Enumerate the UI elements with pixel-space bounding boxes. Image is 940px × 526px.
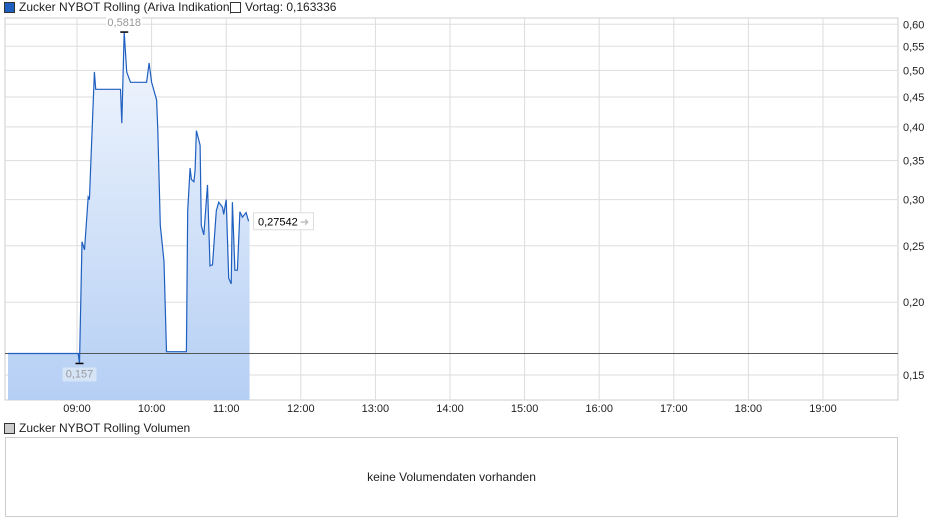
min-label-bg	[62, 367, 97, 382]
volume-swatch-icon	[4, 422, 15, 434]
y-tick-label: 0,60	[903, 19, 924, 31]
volume-empty-text: keine Volumendaten vorhanden	[367, 470, 536, 484]
price-line	[8, 32, 250, 364]
legend-series-label: Zucker NYBOT Rolling (Ariva Indikation)	[19, 0, 234, 14]
price-chart: 0,15 0,20 0,25 0,30 0,35 0,40 0,45 0,50 0,55 0,60…	[4, 16, 924, 415]
y-tick-label: 0,15	[903, 370, 924, 382]
x-tick-label: 19:00	[809, 403, 837, 415]
plot-border	[4, 17, 899, 401]
legend-previous: Vortag: 0,163336	[230, 0, 336, 14]
y-tick-label: 0,20	[903, 297, 924, 309]
series-swatch-icon	[4, 1, 15, 13]
x-tick-label: 12:00	[287, 403, 315, 415]
y-tick-label: 0,55	[903, 41, 924, 53]
x-tick-label: 16:00	[585, 403, 613, 415]
y-tick-label: 0,40	[903, 122, 924, 134]
price-area	[8, 32, 250, 400]
y-tick-label: 0,50	[903, 65, 924, 77]
y-tick-label: 0,35	[903, 156, 924, 168]
x-tick-label: 13:00	[362, 403, 390, 415]
y-tick-label: 0,45	[903, 92, 924, 104]
legend-series: Zucker NYBOT Rolling (Ariva Indikation)	[4, 0, 234, 14]
legend-volume-label: Zucker NYBOT Rolling Volumen	[19, 421, 191, 435]
previous-swatch-icon	[230, 1, 241, 13]
last-value-label: 0,27542	[258, 216, 298, 228]
legend-previous-label: Vortag: 0,163336	[245, 0, 337, 14]
last-value-box	[253, 212, 314, 231]
x-tick-label: 17:00	[660, 403, 688, 415]
volume-chart: keine Volumendaten vorhanden	[5, 437, 898, 517]
x-tick-label: 14:00	[436, 403, 464, 415]
arrow-right-icon: ➜	[300, 216, 309, 228]
y-tick-label: 0,25	[903, 241, 924, 253]
max-label: 0,5818	[107, 17, 141, 29]
x-tick-label: 10:00	[138, 403, 166, 415]
legend-volume: Zucker NYBOT Rolling Volumen	[4, 421, 190, 435]
x-tick-label: 18:00	[735, 403, 763, 415]
x-tick-label: 09:00	[63, 403, 91, 415]
max-label-bg	[106, 16, 143, 30]
min-label: 0,157	[66, 368, 94, 380]
y-tick-label: 0,30	[903, 195, 924, 207]
x-tick-label: 11:00	[213, 403, 240, 415]
x-tick-label: 15:00	[511, 403, 539, 415]
